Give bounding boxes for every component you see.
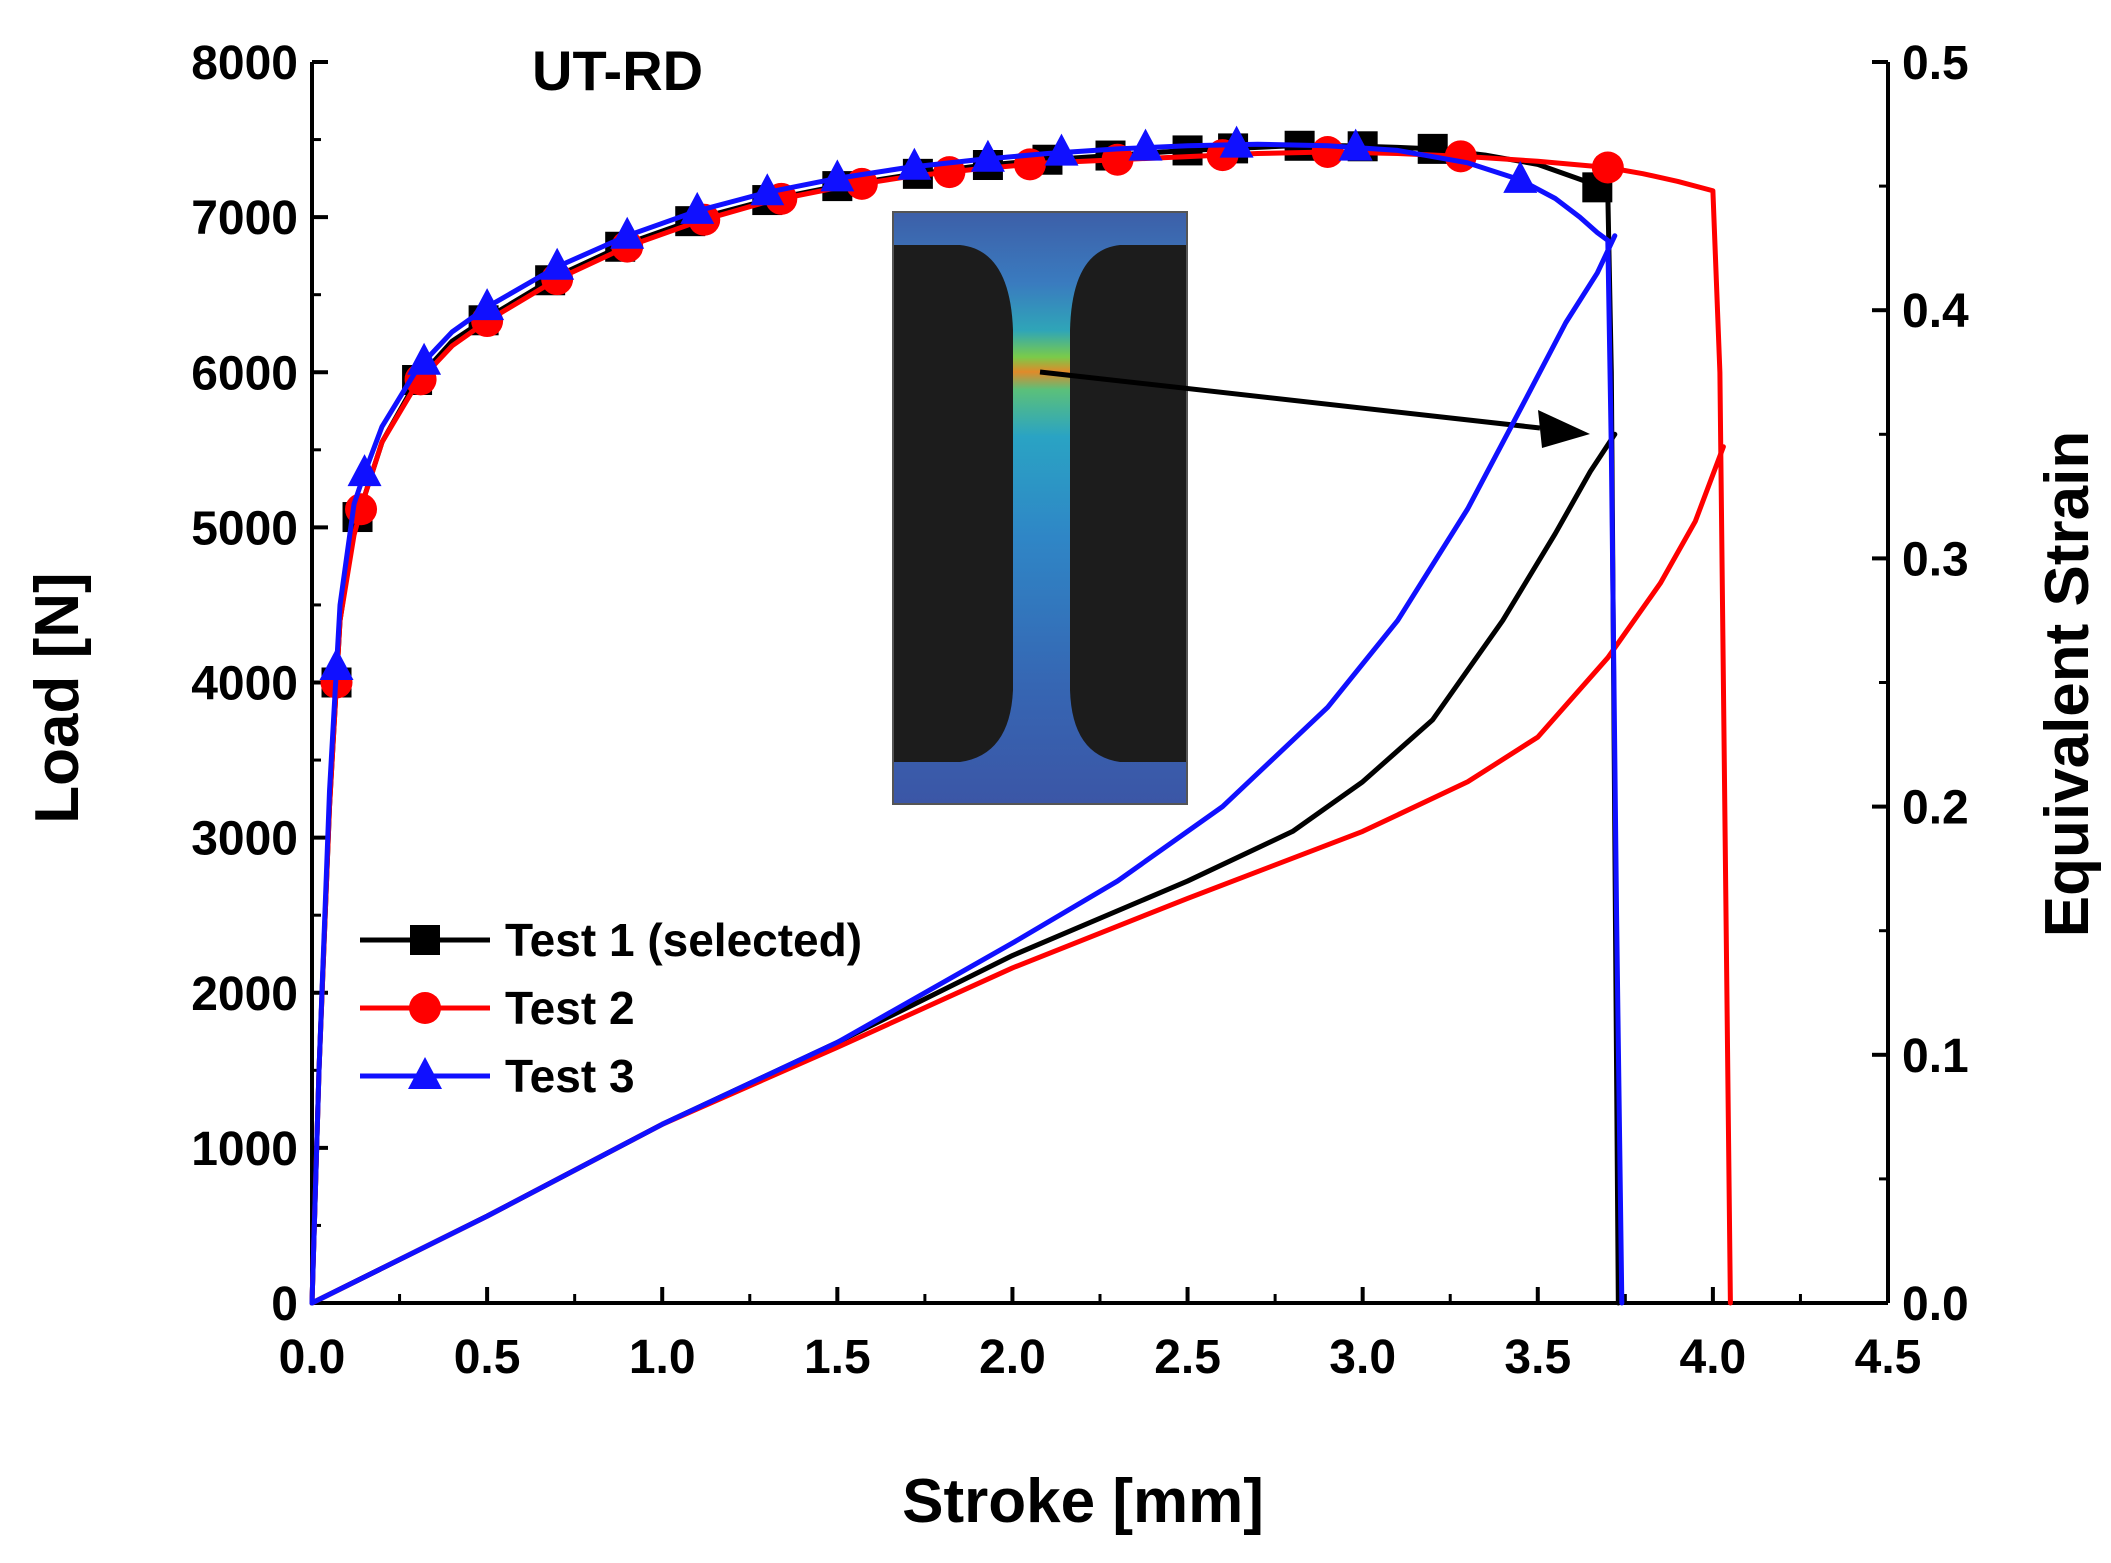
marker-triangle: [1044, 133, 1079, 166]
marker-triangle: [347, 454, 382, 487]
x-tick-label: 3.0: [1329, 1331, 1396, 1384]
marker-circle: [1591, 151, 1624, 184]
y-left-tick-label: 0: [271, 1278, 298, 1331]
y-left-tick-label: 8000: [191, 37, 298, 90]
y-right-tick-label: 0.2: [1902, 782, 1969, 835]
marker-triangle: [1128, 128, 1163, 161]
x-axis-title: Stroke [mm]: [902, 1467, 1264, 1536]
x-tick-label: 1.0: [629, 1331, 696, 1384]
marker-triangle: [897, 147, 932, 180]
x-tick-label: 2.0: [979, 1331, 1046, 1384]
y-left-tick-label: 4000: [191, 658, 298, 711]
inset-specimen-image: [892, 211, 1188, 805]
y-axis-left-title: Load [N]: [23, 572, 92, 823]
marker-triangle: [820, 159, 855, 192]
series-3: [309, 125, 1625, 1306]
y-right-tick-label: 0.5: [1902, 37, 1969, 90]
marker-circle: [409, 992, 441, 1024]
y-left-tick-label: 7000: [191, 192, 298, 245]
inset-arrow: [1039, 369, 1590, 448]
chart-title: UT-RD: [532, 39, 703, 102]
legend-label-2: Test 2: [505, 982, 635, 1034]
legend: Test 1 (selected) Test 2 Test 3: [360, 914, 862, 1102]
marker-triangle: [1219, 125, 1254, 158]
y-right-tick-label: 0.0: [1902, 1278, 1969, 1331]
marker-triangle: [408, 1057, 442, 1089]
y-right-tick-label: 0.4: [1902, 285, 1969, 338]
marker-circle: [1311, 135, 1344, 168]
y-axis-right-title: Equivalent Strain: [2033, 431, 2102, 937]
marker-square: [1172, 135, 1203, 166]
y-left-tick-label: 2000: [191, 968, 298, 1021]
marker-triangle: [470, 288, 505, 321]
series-3-strain-line: [309, 233, 1618, 1306]
marker-triangle: [750, 173, 785, 206]
x-tick-label: 4.0: [1680, 1331, 1747, 1384]
marker-triangle: [680, 191, 715, 224]
marker-square: [410, 925, 440, 955]
legend-label-3: Test 3: [505, 1050, 635, 1102]
y-left-tick-label: 6000: [191, 347, 298, 400]
legend-label-1: Test 1 (selected): [505, 914, 862, 966]
marker-triangle: [540, 247, 575, 280]
y-left-tick-label: 5000: [191, 502, 298, 555]
x-tick-label: 4.5: [1855, 1331, 1922, 1384]
y-left-tick-label: 3000: [191, 813, 298, 866]
y-right-tick-label: 0.1: [1902, 1030, 1969, 1083]
marker-triangle: [970, 139, 1005, 172]
x-tick-label: 2.5: [1154, 1331, 1221, 1384]
marker-triangle: [319, 647, 354, 680]
x-tick-label: 0.5: [454, 1331, 521, 1384]
y-left-tick-label: 1000: [191, 1123, 298, 1176]
y-right-tick-label: 0.3: [1902, 533, 1969, 586]
marker-triangle: [407, 342, 442, 375]
marker-triangle: [610, 216, 645, 249]
x-tick-label: 0.0: [279, 1331, 346, 1384]
x-tick-label: 1.5: [804, 1331, 871, 1384]
marker-circle: [1444, 140, 1477, 173]
marker-triangle: [1338, 128, 1373, 161]
x-tick-label: 3.5: [1504, 1331, 1571, 1384]
marker-triangle: [1503, 160, 1538, 193]
